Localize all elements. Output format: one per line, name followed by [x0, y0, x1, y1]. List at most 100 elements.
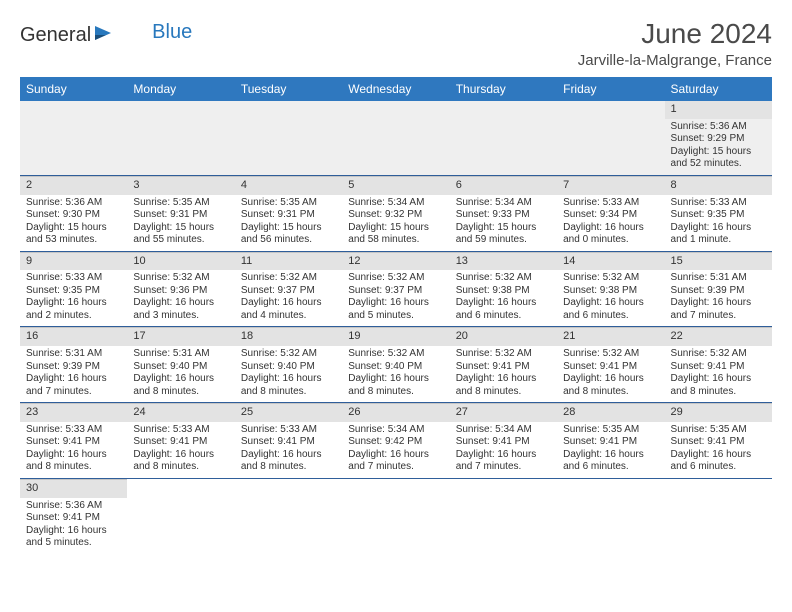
- sunset-line: Sunset: 9:39 PM: [26, 361, 121, 374]
- daylight-line: Daylight: 16 hours and 8 minutes.: [26, 449, 121, 474]
- calendar-cell: [557, 101, 664, 175]
- calendar-cell: 23Sunrise: 5:33 AMSunset: 9:41 PMDayligh…: [20, 403, 127, 479]
- daylight-line: Daylight: 15 hours and 59 minutes.: [456, 222, 551, 247]
- sunrise-line: Sunrise: 5:36 AM: [26, 197, 121, 210]
- sunrise-line: Sunrise: 5:31 AM: [133, 348, 228, 361]
- logo-text-blue: Blue: [152, 21, 192, 44]
- daylight-line: Daylight: 16 hours and 6 minutes.: [671, 449, 766, 474]
- calendar-cell: 29 Sunrise: 5:35 AMSunset: 9:41 PMDayligh…: [665, 403, 772, 479]
- day-number: 27: [450, 403, 557, 422]
- flag-icon: [94, 24, 118, 47]
- calendar-cell: 25Sunrise: 5:33 AMSunset: 9:41 PMDayligh…: [235, 403, 342, 479]
- day-number: 29: [665, 403, 772, 422]
- sunrise-line: Sunrise: 5:33 AM: [671, 197, 766, 210]
- weekday-header: Monday: [127, 77, 234, 101]
- sunrise-line: Sunrise: 5:32 AM: [348, 272, 443, 285]
- header: General Blue June 2024 Jarville-la-Malgr…: [20, 18, 772, 69]
- daylight-line: Daylight: 16 hours and 0 minutes.: [563, 222, 658, 247]
- sunset-line: Sunset: 9:30 PM: [26, 209, 121, 222]
- sunrise-line: Sunrise: 5:32 AM: [241, 348, 336, 361]
- sunset-line: Sunset: 9:29 PM: [671, 133, 766, 146]
- sunrise-line: Sunrise: 5:31 AM: [671, 272, 766, 285]
- daylight-line: Daylight: 16 hours and 8 minutes.: [348, 373, 443, 398]
- sunset-line: Sunset: 9:32 PM: [348, 209, 443, 222]
- day-number: 11: [235, 252, 342, 271]
- calendar-cell: 10Sunrise: 5:32 AMSunset: 9:36 PMDayligh…: [127, 251, 234, 327]
- sunrise-line: Sunrise: 5:33 AM: [563, 197, 658, 210]
- sunrise-line: Sunrise: 5:33 AM: [241, 424, 336, 437]
- calendar-cell: 30Sunrise: 5:36 AMSunset: 9:41 PMDayligh…: [20, 478, 127, 553]
- calendar-cell: 26Sunrise: 5:34 AMSunset: 9:42 PMDayligh…: [342, 403, 449, 479]
- daylight-line: Daylight: 16 hours and 1 minute.: [671, 222, 766, 247]
- day-number: 25: [235, 403, 342, 422]
- day-number: 12: [342, 252, 449, 271]
- sunrise-line: Sunrise: 5:35 AM: [241, 197, 336, 210]
- sunset-line: Sunset: 9:31 PM: [241, 209, 336, 222]
- day-number: 13: [450, 252, 557, 271]
- day-number: 30: [20, 479, 127, 498]
- day-number: 18: [235, 327, 342, 346]
- sunset-line: Sunset: 9:41 PM: [671, 361, 766, 374]
- logo: General Blue: [20, 18, 192, 47]
- calendar-cell: 17Sunrise: 5:31 AMSunset: 9:40 PMDayligh…: [127, 327, 234, 403]
- calendar-week-row: 1Sunrise: 5:36 AMSunset: 9:29 PMDaylight…: [20, 101, 772, 175]
- calendar-cell: 14Sunrise: 5:32 AMSunset: 9:38 PMDayligh…: [557, 251, 664, 327]
- calendar-cell: 11Sunrise: 5:32 AMSunset: 9:37 PMDayligh…: [235, 251, 342, 327]
- sunset-line: Sunset: 9:41 PM: [456, 436, 551, 449]
- calendar-cell: 1Sunrise: 5:36 AMSunset: 9:29 PMDaylight…: [665, 101, 772, 175]
- sunrise-line: Sunrise: 5:32 AM: [563, 348, 658, 361]
- calendar-cell: 20Sunrise: 5:32 AMSunset: 9:41 PMDayligh…: [450, 327, 557, 403]
- calendar-cell: 27Sunrise: 5:34 AMSunset: 9:41 PMDayligh…: [450, 403, 557, 479]
- sunrise-line: Sunrise: 5:31 AM: [26, 348, 121, 361]
- calendar-cell: 9Sunrise: 5:33 AMSunset: 9:35 PMDaylight…: [20, 251, 127, 327]
- calendar-cell: [127, 101, 234, 175]
- calendar-cell: 2Sunrise: 5:36 AMSunset: 9:30 PMDaylight…: [20, 175, 127, 251]
- calendar-cell: 19Sunrise: 5:32 AMSunset: 9:40 PMDayligh…: [342, 327, 449, 403]
- calendar-week-row: 16Sunrise: 5:31 AMSunset: 9:39 PMDayligh…: [20, 327, 772, 403]
- weekday-header: Friday: [557, 77, 664, 101]
- weekday-header: Saturday: [665, 77, 772, 101]
- day-number: 10: [127, 252, 234, 271]
- daylight-line: Daylight: 16 hours and 8 minutes.: [133, 373, 228, 398]
- calendar-header-row: SundayMondayTuesdayWednesdayThursdayFrid…: [20, 77, 772, 101]
- day-number: 26: [342, 403, 449, 422]
- sunset-line: Sunset: 9:41 PM: [241, 436, 336, 449]
- weekday-header: Sunday: [20, 77, 127, 101]
- day-number: 16: [20, 327, 127, 346]
- calendar-cell: [450, 101, 557, 175]
- day-number: 3: [127, 176, 234, 195]
- sunrise-line: Sunrise: 5:32 AM: [671, 348, 766, 361]
- sunrise-line: Sunrise: 5:32 AM: [348, 348, 443, 361]
- sunset-line: Sunset: 9:36 PM: [133, 285, 228, 298]
- calendar-cell: 12Sunrise: 5:32 AMSunset: 9:37 PMDayligh…: [342, 251, 449, 327]
- daylight-line: Daylight: 16 hours and 5 minutes.: [348, 297, 443, 322]
- calendar-cell: 3Sunrise: 5:35 AMSunset: 9:31 PMDaylight…: [127, 175, 234, 251]
- sunrise-line: Sunrise: 5:35 AM: [133, 197, 228, 210]
- daylight-line: Daylight: 16 hours and 8 minutes.: [563, 373, 658, 398]
- sunset-line: Sunset: 9:40 PM: [348, 361, 443, 374]
- calendar-cell: 4Sunrise: 5:35 AMSunset: 9:31 PMDaylight…: [235, 175, 342, 251]
- calendar-cell: [342, 101, 449, 175]
- sunrise-line: Sunrise: 5:34 AM: [456, 197, 551, 210]
- day-number: 20: [450, 327, 557, 346]
- weekday-header: Thursday: [450, 77, 557, 101]
- day-number: 5: [342, 176, 449, 195]
- day-number: 28: [557, 403, 664, 422]
- sunrise-line: Sunrise: 5:33 AM: [26, 272, 121, 285]
- calendar-cell: [235, 101, 342, 175]
- sunrise-line: Sunrise: 5:35 AM: [671, 424, 766, 437]
- sunset-line: Sunset: 9:40 PM: [133, 361, 228, 374]
- sunrise-line: Sunrise: 5:32 AM: [133, 272, 228, 285]
- page-title: June 2024: [578, 18, 772, 50]
- sunset-line: Sunset: 9:35 PM: [26, 285, 121, 298]
- day-number: 24: [127, 403, 234, 422]
- daylight-line: Daylight: 16 hours and 7 minutes.: [671, 297, 766, 322]
- sunset-line: Sunset: 9:41 PM: [671, 436, 766, 449]
- calendar-cell: 7Sunrise: 5:33 AMSunset: 9:34 PMDaylight…: [557, 175, 664, 251]
- sunset-line: Sunset: 9:41 PM: [563, 361, 658, 374]
- calendar-cell: 22Sunrise: 5:32 AMSunset: 9:41 PMDayligh…: [665, 327, 772, 403]
- calendar-cell: 8Sunrise: 5:33 AMSunset: 9:35 PMDaylight…: [665, 175, 772, 251]
- daylight-line: Daylight: 16 hours and 3 minutes.: [133, 297, 228, 322]
- sunset-line: Sunset: 9:41 PM: [563, 436, 658, 449]
- sunrise-line: Sunrise: 5:32 AM: [563, 272, 658, 285]
